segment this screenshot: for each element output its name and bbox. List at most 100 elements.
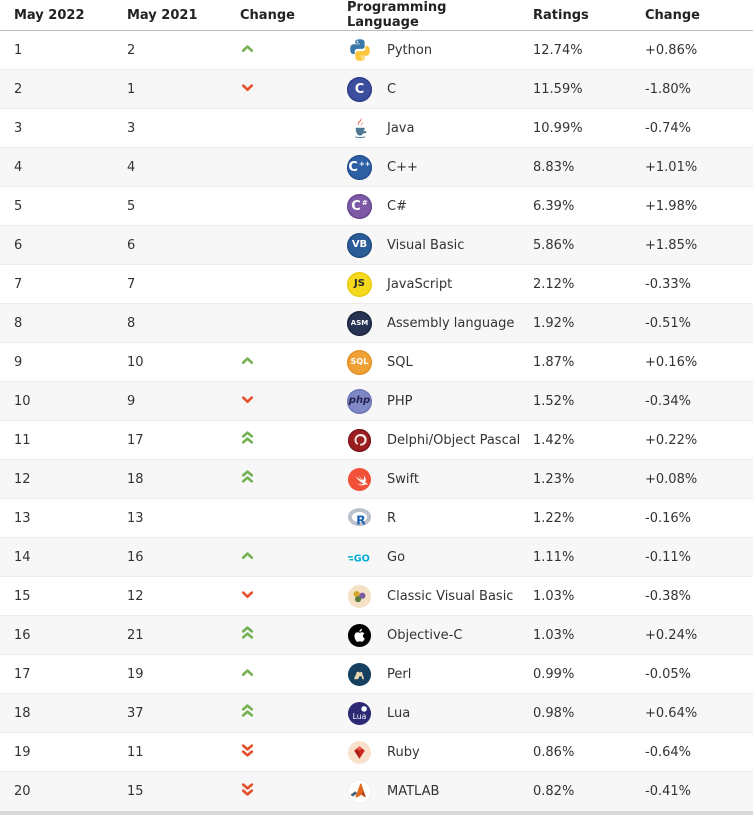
rank-2021-cell: 1	[127, 81, 136, 97]
language-name: Assembly language	[387, 315, 515, 331]
rank-down-icon	[241, 588, 254, 601]
language-name: R	[387, 510, 397, 526]
rank-2022-cell: 10	[14, 393, 31, 409]
rank-up-double-icon	[241, 469, 254, 485]
table-row: 19 11 Ruby 0.86% -0.64%	[0, 732, 753, 772]
rank-up-double-icon	[241, 430, 254, 446]
language-cell: JS JavaScript	[333, 265, 519, 304]
rank-change-cell	[226, 538, 333, 577]
language-name: MATLAB	[387, 783, 440, 799]
rank-2022-cell: 6	[14, 237, 23, 253]
language-cell: MATLAB	[333, 772, 519, 811]
matlab-icon	[347, 779, 372, 804]
language-cell: Objective-C	[333, 616, 519, 655]
table-row: 9 10 SQL SQL 1.87% +0.16%	[0, 342, 753, 382]
rank-2021-cell: 15	[127, 783, 144, 799]
rank-change-cell	[226, 694, 333, 733]
ratings-cell: 1.42%	[533, 432, 575, 448]
ratings-change-cell: +0.22%	[645, 432, 698, 448]
ratings-cell: 1.92%	[533, 315, 575, 331]
table-row: 20 15 MATLAB 0.82% -0.41%	[0, 771, 753, 811]
language-cell: Classic Visual Basic	[333, 577, 519, 616]
language-cell: SQL SQL	[333, 343, 519, 382]
rank-change-cell	[226, 343, 333, 382]
language-cell: php PHP	[333, 382, 519, 421]
language-cell: Lua Lua	[333, 694, 519, 733]
language-cell: ASM Assembly language	[333, 304, 519, 343]
table-row: 4 4 C ++ C++ 8.83% +1.01%	[0, 147, 753, 187]
rank-change-cell	[226, 226, 333, 265]
ratings-cell: 8.83%	[533, 159, 575, 175]
language-name: Java	[387, 120, 415, 136]
rank-2022-cell: 13	[14, 510, 31, 526]
rank-change-cell	[226, 421, 333, 460]
c-icon: C	[347, 76, 372, 102]
sql-icon: SQL	[347, 349, 372, 375]
rank-down-double-icon	[241, 742, 254, 758]
rank-2022-cell: 18	[14, 705, 31, 721]
ratings-change-cell: +0.24%	[645, 627, 698, 643]
delphi-icon	[347, 428, 372, 453]
language-cell: Delphi/Object Pascal	[333, 421, 519, 460]
ratings-cell: 1.11%	[533, 549, 575, 565]
rank-change-cell	[226, 31, 333, 70]
rank-2022-cell: 19	[14, 744, 31, 760]
rank-2022-cell: 9	[14, 354, 23, 370]
ratings-change-cell: +1.01%	[645, 159, 698, 175]
rank-2022-cell: 20	[14, 783, 31, 799]
language-cell: GO Go	[333, 538, 519, 577]
rank-2021-cell: 10	[127, 354, 144, 370]
language-cell: C # C#	[333, 187, 519, 226]
rank-change-cell	[226, 187, 333, 226]
table-row: 11 17 Delphi/Object Pascal 1.42% +0.22%	[0, 420, 753, 460]
language-name: Delphi/Object Pascal	[387, 432, 519, 448]
language-name: Classic Visual Basic	[387, 588, 514, 604]
table-row: 3 3 Java 10.99% -0.74%	[0, 108, 753, 148]
language-cell: Perl	[333, 655, 519, 694]
column-header-change: Change	[226, 0, 333, 31]
ratings-change-cell: -0.38%	[645, 588, 691, 604]
language-cell: Swift	[333, 460, 519, 499]
rank-change-cell	[226, 460, 333, 499]
rank-2021-cell: 13	[127, 510, 144, 526]
rank-2021-cell: 9	[127, 393, 136, 409]
ratings-change-cell: -0.16%	[645, 510, 691, 526]
ratings-change-cell: +1.98%	[645, 198, 698, 214]
rank-2021-cell: 6	[127, 237, 136, 253]
header-row: May 2022 May 2021 Change Programming Langua…	[0, 0, 753, 31]
rank-2022-cell: 1	[14, 42, 23, 58]
language-cell: VB Visual Basic	[333, 226, 519, 265]
ratings-cell: 1.87%	[533, 354, 575, 370]
rank-2022-cell: 12	[14, 471, 31, 487]
rank-2021-cell: 3	[127, 120, 136, 136]
r-icon: R	[347, 506, 372, 531]
language-name: SQL	[387, 354, 413, 370]
vb-icon: VB	[347, 232, 372, 258]
rank-down-double-icon	[241, 781, 254, 797]
php-icon: php	[347, 388, 372, 414]
svg-text:R: R	[356, 512, 366, 527]
rank-2022-cell: 8	[14, 315, 23, 331]
rank-2021-cell: 12	[127, 588, 144, 604]
rank-change-cell	[226, 655, 333, 694]
ratings-change-cell: -0.33%	[645, 276, 691, 292]
ratings-change-cell: +0.86%	[645, 42, 698, 58]
svg-text:Lua: Lua	[353, 711, 367, 720]
column-header-may-2021: May 2021	[113, 0, 226, 31]
rank-change-cell	[226, 577, 333, 616]
rank-change-cell	[226, 616, 333, 655]
rank-change-cell	[226, 733, 333, 772]
language-name: Visual Basic	[387, 237, 465, 253]
rank-up-double-icon	[241, 703, 254, 719]
ratings-change-cell: -0.74%	[645, 120, 691, 136]
table-row: 5 5 C # C# 6.39% +1.98%	[0, 186, 753, 226]
classicvb-icon	[347, 584, 372, 609]
ratings-change-cell: +0.64%	[645, 705, 698, 721]
svg-text:GO: GO	[354, 553, 370, 564]
rank-down-icon	[241, 81, 254, 94]
ratings-change-cell: -0.64%	[645, 744, 691, 760]
rank-down-icon	[241, 393, 254, 406]
rank-change-cell	[226, 499, 333, 538]
rank-2021-cell: 17	[127, 432, 144, 448]
